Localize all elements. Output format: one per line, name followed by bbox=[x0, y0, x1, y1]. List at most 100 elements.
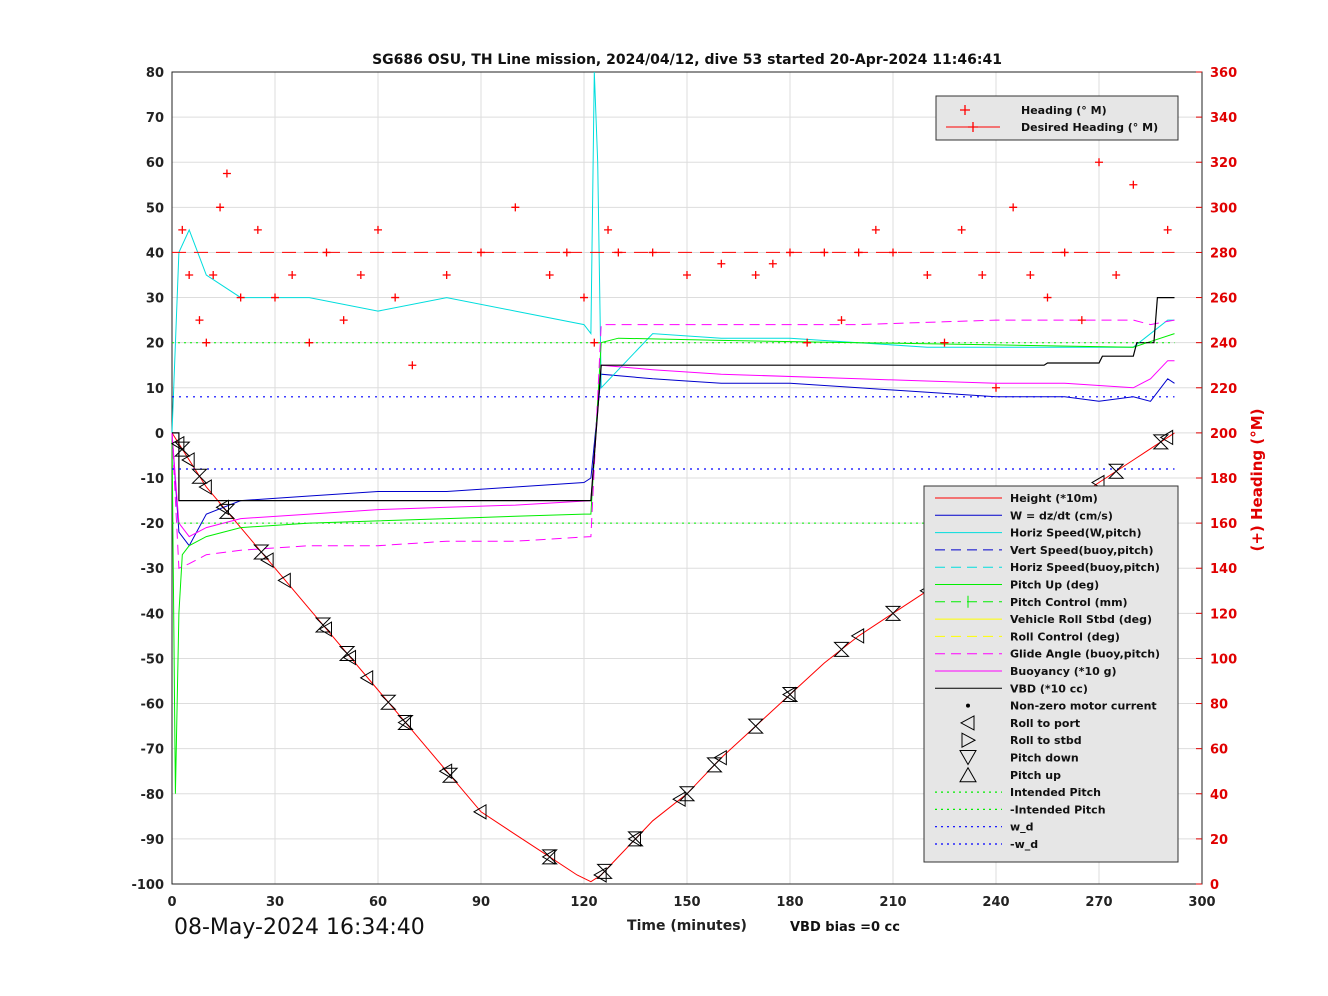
right-y-tick-label: 160 bbox=[1210, 517, 1237, 532]
roll-to-port-marker bbox=[850, 628, 865, 644]
heading-marker bbox=[751, 271, 760, 279]
pitch-down-marker bbox=[884, 605, 902, 621]
legend-entry: Pitch Up (deg) bbox=[1010, 579, 1099, 592]
heading-marker bbox=[1112, 271, 1121, 279]
y-tick-label: -50 bbox=[141, 652, 165, 667]
pitch-down-marker bbox=[441, 767, 459, 783]
heading-marker bbox=[477, 248, 485, 257]
pitch-down-marker bbox=[781, 687, 799, 703]
roll-to-port-marker bbox=[438, 763, 453, 780]
series-line bbox=[171, 333, 1175, 794]
y-tick-label: 60 bbox=[146, 156, 164, 171]
right-y-axis-label: (+) Heading (°M) bbox=[1248, 408, 1266, 551]
vbd-bias: VBD bias =0 cc bbox=[790, 920, 900, 935]
legend-entry: Buoyancy (*10 g) bbox=[1010, 665, 1117, 678]
y-tick-label: -70 bbox=[141, 743, 165, 758]
legend-entry: Roll to stbd bbox=[1010, 734, 1082, 747]
heading-marker bbox=[408, 361, 417, 370]
series-line bbox=[171, 373, 1175, 547]
y-tick-label: 40 bbox=[146, 246, 164, 261]
roll-to-port-marker bbox=[473, 803, 487, 820]
heading-marker bbox=[978, 271, 987, 279]
heading-marker bbox=[820, 248, 829, 257]
y-tick-label: -60 bbox=[141, 698, 165, 713]
right-y-tick-label: 180 bbox=[1210, 472, 1237, 487]
roll-to-port-marker bbox=[1159, 429, 1174, 446]
pitch-down-marker bbox=[218, 503, 236, 519]
right-y-tick-label: 100 bbox=[1210, 652, 1237, 667]
x-tick-label: 30 bbox=[266, 895, 284, 910]
legend-entry: Height (*10m) bbox=[1010, 492, 1098, 505]
heading-marker bbox=[1077, 316, 1086, 325]
pitch-down-marker bbox=[596, 863, 613, 879]
legend-entry: Horiz Speed(W,pitch) bbox=[1010, 527, 1142, 540]
heading-marker bbox=[717, 259, 726, 268]
roll-to-port-marker bbox=[260, 552, 274, 568]
heading-marker bbox=[1095, 158, 1103, 167]
legend-heading-symbol bbox=[960, 105, 970, 115]
heading-marker bbox=[288, 271, 297, 279]
chart-title: SG686 OSU, TH Line mission, 2024/04/12, … bbox=[372, 52, 1002, 68]
legend-entry: -w_d bbox=[1010, 838, 1038, 851]
legend-entry: Pitch Control (mm) bbox=[1010, 596, 1128, 609]
x-tick-label: 240 bbox=[982, 895, 1009, 910]
heading-marker bbox=[1163, 225, 1172, 234]
pitch-down-marker bbox=[1152, 434, 1170, 450]
heading-marker bbox=[940, 338, 949, 347]
pitch-down-marker bbox=[627, 831, 644, 847]
heading-marker bbox=[202, 338, 211, 347]
right-y-tick-label: 60 bbox=[1210, 743, 1228, 758]
heading-marker bbox=[356, 271, 365, 279]
pitch-down-marker bbox=[397, 715, 414, 731]
pitch-down-marker bbox=[541, 849, 558, 865]
right-y-tick-label: 320 bbox=[1210, 156, 1237, 171]
right-y-tick-label: 20 bbox=[1210, 833, 1228, 848]
x-tick-label: 120 bbox=[570, 895, 597, 910]
heading-marker bbox=[562, 248, 571, 257]
heading-marker bbox=[253, 225, 262, 234]
series-line bbox=[171, 71, 1175, 433]
roll-to-port-marker bbox=[397, 714, 411, 731]
legend-entry: Intended Pitch bbox=[1010, 786, 1101, 799]
legend-entry: Vert Speed(buoy,pitch) bbox=[1010, 544, 1154, 557]
pitch-down-marker bbox=[338, 645, 356, 661]
roll-to-port-marker bbox=[672, 791, 686, 808]
y-tick-label: 70 bbox=[146, 111, 164, 126]
heading-marker bbox=[339, 316, 348, 325]
pitch-down-marker bbox=[314, 617, 332, 633]
legend-heading-box bbox=[935, 95, 1179, 141]
legend-heading: Heading (° M) Desired Heading (° M) bbox=[935, 95, 1179, 141]
heading-marker bbox=[614, 248, 623, 257]
legend-desired-heading-plus bbox=[968, 122, 978, 132]
roll-to-port-marker bbox=[593, 867, 607, 883]
legend-symbol bbox=[959, 715, 975, 731]
right-y-tick-label: 40 bbox=[1210, 788, 1228, 803]
legend-entry: Non-zero motor current bbox=[1010, 700, 1157, 713]
legend-entry: -Intended Pitch bbox=[1010, 803, 1106, 816]
right-y-tick-label: 260 bbox=[1210, 292, 1237, 307]
y-tick-label: -80 bbox=[141, 788, 165, 803]
roll-to-port-marker bbox=[170, 435, 185, 452]
roll-to-port-marker bbox=[342, 649, 357, 666]
right-y-tick-label: 300 bbox=[1210, 201, 1237, 216]
pitch-down-marker bbox=[1107, 463, 1125, 479]
heading-marker bbox=[889, 248, 897, 257]
series-line bbox=[172, 297, 1175, 502]
pitch-down-marker bbox=[678, 786, 696, 802]
right-y-tick-label: 80 bbox=[1210, 698, 1228, 713]
y-tick-label: 20 bbox=[146, 337, 164, 352]
roll-to-port-marker bbox=[541, 849, 556, 865]
y-tick-label: -90 bbox=[141, 833, 165, 848]
x-tick-label: 90 bbox=[472, 895, 490, 910]
pitch-down-marker bbox=[747, 718, 764, 734]
pitch-down-marker bbox=[253, 544, 270, 560]
right-y-tick-label: 140 bbox=[1210, 562, 1237, 577]
tick-labels: 0 30 60 90 120 150 180 210 240 270 300807060504030… bbox=[131, 66, 1237, 910]
heading-marker bbox=[957, 225, 966, 234]
x-axis-label: Time (minutes) bbox=[627, 918, 747, 934]
x-tick-label: 270 bbox=[1085, 895, 1112, 910]
heading-marker bbox=[786, 248, 794, 257]
heading-marker bbox=[178, 225, 187, 234]
y-tick-label: 50 bbox=[146, 201, 164, 216]
heading-marker bbox=[511, 203, 520, 212]
